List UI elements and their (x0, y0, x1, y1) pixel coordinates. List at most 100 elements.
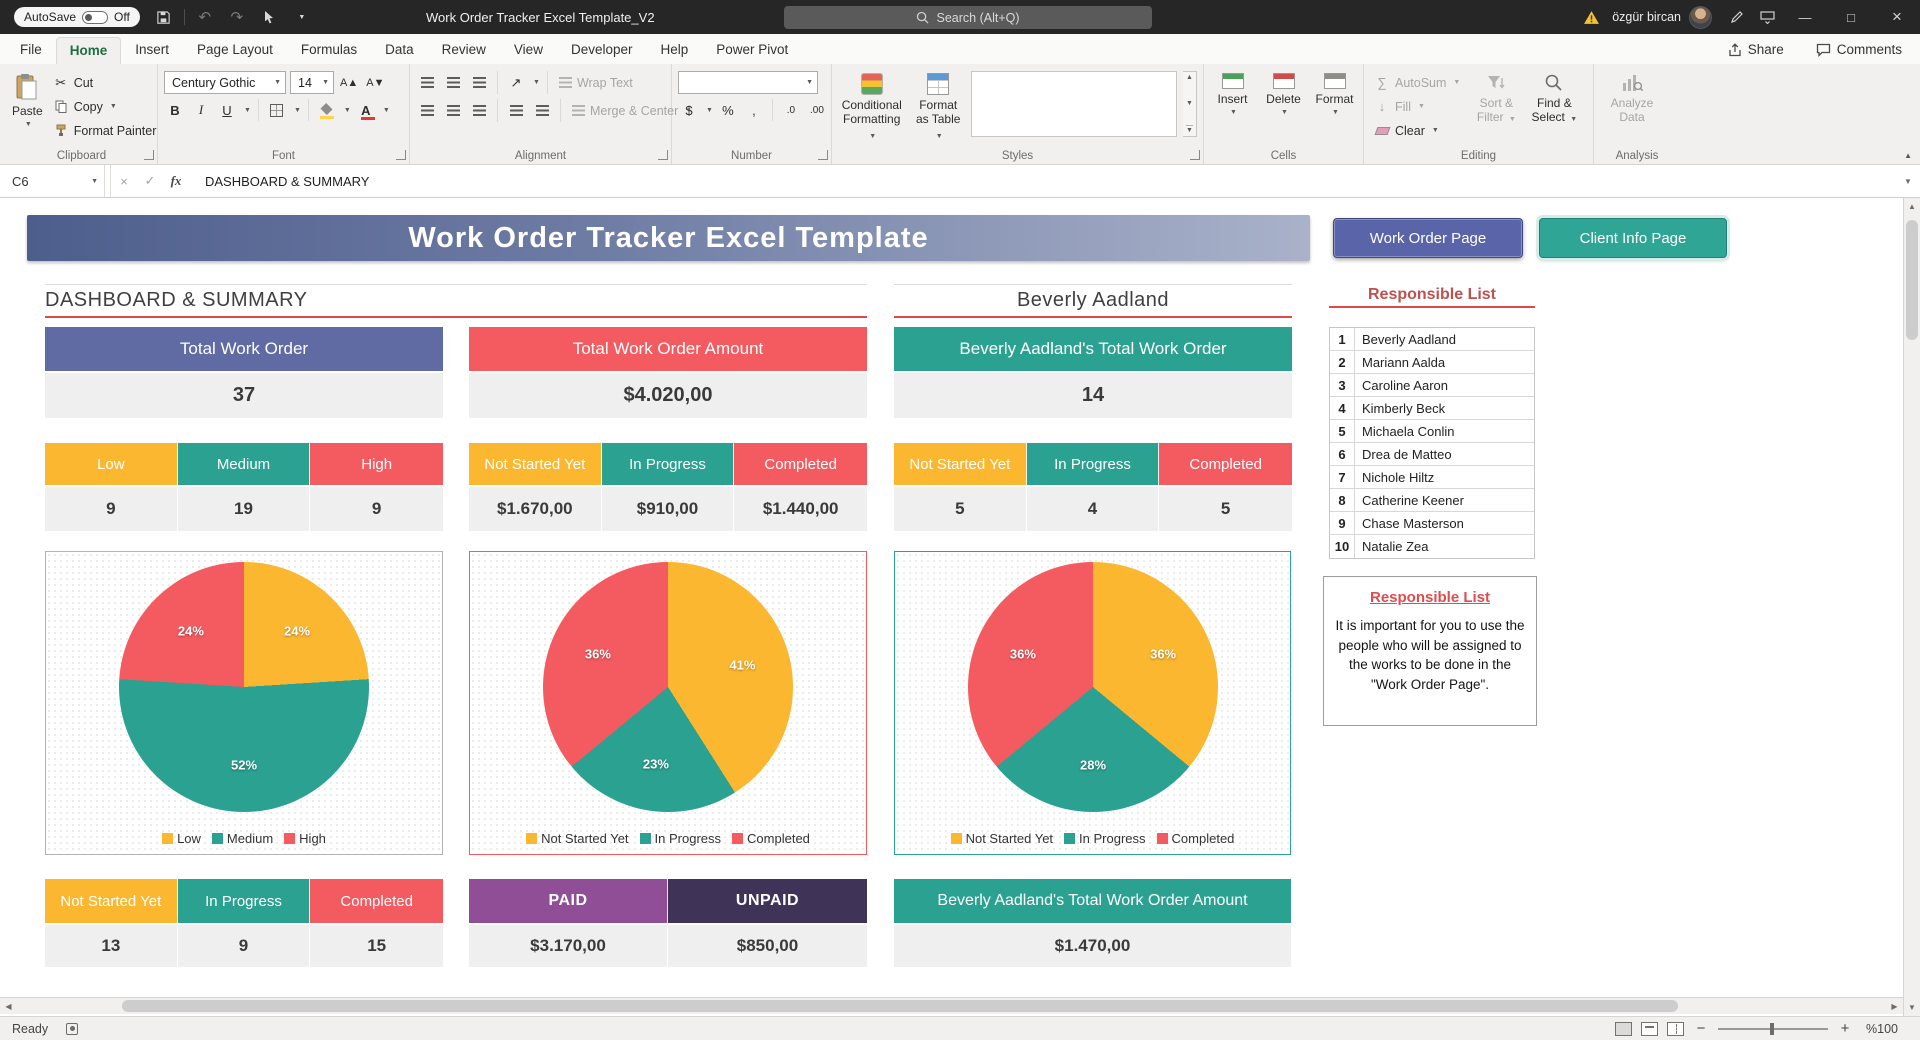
table-cell[interactable]: $1.440,00 (734, 485, 867, 531)
zoom-slider[interactable] (1718, 1022, 1828, 1035)
horizontal-scroll-thumb[interactable] (122, 1000, 1678, 1012)
customize-quick-access-button[interactable]: ▼ (287, 4, 315, 30)
insert-function-button[interactable]: fx (163, 165, 189, 197)
formula-input[interactable]: DASHBOARD & SUMMARY (205, 173, 370, 189)
clipboard-dialog-launcher[interactable] (144, 150, 154, 160)
scroll-down-icon[interactable]: ▼ (1908, 1003, 1916, 1012)
client-status-pie-chart[interactable]: 36% 28% 36% Not Started Yet In Progress Comp… (894, 551, 1291, 855)
conditional-formatting-button[interactable]: Conditional Formatting ▼ (838, 69, 905, 146)
enter-entry-button[interactable]: ✓ (137, 165, 163, 197)
table-cell[interactable]: 15 (310, 923, 443, 967)
table-cell[interactable]: 5 (1159, 485, 1292, 531)
list-item[interactable]: 4 Kimberly Beck (1330, 397, 1534, 420)
table-cell[interactable]: 9 (45, 485, 178, 531)
zoom-in-button[interactable]: + (1840, 1020, 1850, 1037)
macro-record-icon[interactable] (66, 1022, 79, 1035)
table-cell[interactable]: 5 (894, 485, 1027, 531)
maximize-button[interactable]: □ (1828, 0, 1874, 34)
analyze-data-button[interactable]: Analyze Data (1600, 69, 1664, 146)
page-layout-view-button[interactable] (1641, 1021, 1658, 1036)
sort-filter-button[interactable]: Sort & Filter ▼ (1470, 69, 1522, 146)
borders-button[interactable] (266, 99, 288, 121)
table-cell[interactable]: $850,00 (668, 923, 867, 967)
touch-mouse-mode-button[interactable] (255, 4, 283, 30)
scroll-up-icon[interactable]: ▲ (1908, 202, 1916, 211)
bold-button[interactable]: B (170, 102, 180, 118)
list-item[interactable]: 6 Drea de Matteo (1330, 443, 1534, 466)
table-cell[interactable]: $1.670,00 (469, 485, 602, 531)
normal-view-button[interactable] (1615, 1021, 1632, 1036)
list-item[interactable]: 8 Catherine Keener (1330, 489, 1534, 512)
orientation-button[interactable]: ↗ (505, 72, 527, 94)
gallery-scroll-controls[interactable]: ▲ ▼ ▼ (1183, 71, 1197, 137)
alert-button[interactable] (1576, 2, 1606, 32)
increase-indent-button[interactable] (531, 100, 553, 122)
number-dialog-launcher[interactable] (818, 150, 828, 160)
tab-developer[interactable]: Developer (570, 42, 633, 57)
underline-button[interactable]: U (222, 102, 232, 118)
percent-style-button[interactable]: % (717, 99, 739, 121)
font-name-select[interactable]: Century Gothic ▼ (164, 71, 286, 94)
vertical-scroll-thumb[interactable] (1906, 220, 1918, 340)
fill-color-button[interactable] (316, 99, 338, 121)
list-item[interactable]: 10 Natalie Zea (1330, 535, 1534, 558)
tab-power-pivot[interactable]: Power Pivot (716, 42, 789, 57)
zoom-level[interactable]: %100 (1866, 1021, 1898, 1036)
client-info-page-button[interactable]: Client Info Page (1539, 218, 1727, 258)
worksheet[interactable]: Work Order Tracker Excel Template Work O… (0, 198, 1903, 1016)
zoom-out-button[interactable]: − (1696, 1020, 1706, 1037)
pen-button[interactable] (1722, 2, 1752, 32)
find-select-button[interactable]: Find & Select ▼ (1528, 69, 1580, 146)
autosum-button[interactable]: ∑ AutoSum ▼ (1370, 71, 1464, 94)
redo-button[interactable]: ↷ (223, 4, 251, 30)
save-button[interactable] (150, 4, 178, 30)
priority-pie-chart[interactable]: 24% 52% 24% Low Medium High (45, 551, 443, 855)
wrap-text-button[interactable]: Wrap Text (555, 71, 637, 94)
tab-home[interactable]: Home (55, 37, 122, 64)
list-item[interactable]: 5 Michaela Conlin (1330, 420, 1534, 443)
shrink-font-button[interactable]: A▼ (366, 76, 385, 89)
user-avatar[interactable] (1689, 5, 1712, 29)
tab-help[interactable]: Help (660, 42, 689, 57)
scroll-right-icon[interactable]: ▶ (1891, 1001, 1898, 1011)
search-input[interactable]: Search (Alt+Q) (784, 6, 1152, 29)
align-top-button[interactable] (416, 72, 438, 94)
table-cell[interactable]: 9 (177, 923, 311, 967)
number-format-select[interactable]: ▼ (678, 71, 818, 94)
share-button[interactable]: Share (1716, 38, 1796, 61)
tab-file[interactable]: File (20, 42, 42, 57)
list-item[interactable]: 9 Chase Masterson (1330, 512, 1534, 535)
table-cell[interactable]: $910,00 (601, 485, 735, 531)
tab-view[interactable]: View (513, 42, 543, 57)
align-right-button[interactable] (468, 100, 490, 122)
list-item[interactable]: 3 Caroline Aaron (1330, 374, 1534, 397)
increase-decimal-button[interactable]: .0 (780, 99, 802, 121)
user-name[interactable]: özgür bircan (1612, 10, 1681, 24)
table-cell[interactable]: $3.170,00 (469, 923, 668, 967)
table-cell[interactable]: 13 (45, 923, 178, 967)
format-as-table-button[interactable]: Format as Table ▼ (911, 69, 965, 146)
tab-insert[interactable]: Insert (135, 42, 170, 57)
undo-button[interactable]: ↶ (191, 4, 219, 30)
fill-button[interactable]: ↓ Fill ▼ (1370, 95, 1464, 118)
grow-font-button[interactable]: A▲ (340, 76, 359, 89)
card-value[interactable]: 37 (45, 371, 443, 418)
align-center-button[interactable] (442, 100, 464, 122)
accounting-format-button[interactable]: $ (678, 99, 700, 121)
styles-dialog-launcher[interactable] (1190, 150, 1200, 160)
italic-button[interactable]: I (198, 102, 204, 117)
card-value[interactable]: $4.020,00 (469, 371, 867, 418)
decrease-decimal-button[interactable]: .00 (806, 99, 828, 121)
copy-button[interactable]: Copy ▼ (49, 95, 161, 118)
tab-formulas[interactable]: Formulas (300, 42, 358, 57)
horizontal-scrollbar[interactable]: ◀ ▶ (0, 997, 1903, 1014)
decrease-indent-button[interactable] (505, 100, 527, 122)
table-cell[interactable]: 19 (177, 485, 311, 531)
formula-bar-expand-icon[interactable]: ▼ (1904, 176, 1912, 186)
align-left-button[interactable] (416, 100, 438, 122)
name-box[interactable]: C6 ▼ (0, 165, 105, 197)
autosave-toggle[interactable]: AutoSave Off (14, 7, 140, 27)
align-middle-button[interactable] (442, 72, 464, 94)
work-order-page-button[interactable]: Work Order Page (1333, 218, 1523, 258)
alignment-dialog-launcher[interactable] (658, 150, 668, 160)
